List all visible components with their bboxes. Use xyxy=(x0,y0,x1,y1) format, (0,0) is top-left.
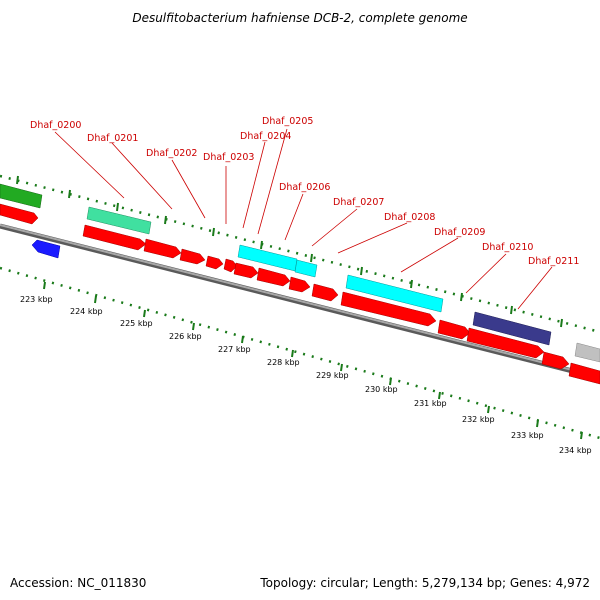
kbp-label: 223 kbp xyxy=(20,295,53,304)
cds-feature xyxy=(256,267,291,287)
cds-feature xyxy=(340,291,437,327)
gene-labels: Dhaf_0200 Dhaf_0201 Dhaf_0202 Dhaf_0203 … xyxy=(30,116,579,267)
kbp-label: 224 kbp xyxy=(70,307,103,316)
cds-feature xyxy=(223,258,238,273)
kbp-labels: 223 kbp 224 kbp 225 kbp 226 kbp 227 kbp … xyxy=(20,295,592,455)
kbp-label: 225 kbp xyxy=(120,319,153,328)
kbp-label: 231 kbp xyxy=(414,399,447,408)
kbp-label: 228 kbp xyxy=(267,358,300,367)
gene-label-dhaf-0203: Dhaf_0203 xyxy=(203,152,254,163)
kbp-label: 234 kbp xyxy=(559,446,592,455)
cds-feature xyxy=(179,248,206,265)
feature-trna xyxy=(345,274,444,313)
gene-label-dhaf-0204: Dhaf_0204 xyxy=(240,131,291,142)
feature-gray xyxy=(574,342,600,363)
gene-label-dhaf-0209: Dhaf_0209 xyxy=(434,227,485,238)
cds-feature xyxy=(143,238,182,259)
cds-feature xyxy=(311,283,339,302)
map-title: Desulfitobacterium hafniense DCB-2, comp… xyxy=(132,11,467,25)
kbp-label: 227 kbp xyxy=(218,345,251,354)
cds-feature xyxy=(568,362,600,385)
cds-feature xyxy=(437,319,471,340)
kbp-label: 226 kbp xyxy=(169,332,202,341)
gene-label-dhaf-0201: Dhaf_0201 xyxy=(87,133,138,144)
outer-ring-ticks xyxy=(16,175,563,328)
cds-feature xyxy=(205,255,224,270)
gene-label-dhaf-0205: Dhaf_0205 xyxy=(262,116,313,127)
gene-label-dhaf-0200: Dhaf_0200 xyxy=(30,120,81,131)
feature-green xyxy=(0,183,43,209)
gene-label-dhaf-0202: Dhaf_0202 xyxy=(146,148,197,159)
genome-info-label: Topology: circular; Length: 5,279,134 bp… xyxy=(259,576,590,590)
cds-feature xyxy=(0,203,39,225)
inner-ring-ticks xyxy=(43,281,583,440)
gene-label-dhaf-0206: Dhaf_0206 xyxy=(279,182,330,193)
gene-label-dhaf-0211: Dhaf_0211 xyxy=(528,256,579,267)
kbp-label: 232 kbp xyxy=(462,415,495,424)
gene-features xyxy=(0,183,600,385)
feature-other xyxy=(472,311,552,346)
cds-feature xyxy=(541,351,570,370)
cds-feature xyxy=(82,224,147,251)
genome-backbone xyxy=(0,223,600,381)
cds-feature xyxy=(466,327,545,359)
accession-label: Accession: NC_011830 xyxy=(10,576,146,590)
cds-feature xyxy=(233,262,259,279)
feature-trna xyxy=(294,259,318,278)
label-leaders xyxy=(54,128,553,310)
gene-label-dhaf-0207: Dhaf_0207 xyxy=(333,197,384,208)
cds-feature xyxy=(288,276,311,293)
kbp-label: 230 kbp xyxy=(365,385,398,394)
feature-rrna xyxy=(86,206,152,235)
kbp-label: 229 kbp xyxy=(316,371,349,380)
kbp-label: 233 kbp xyxy=(511,431,544,440)
gene-label-dhaf-0210: Dhaf_0210 xyxy=(482,242,533,253)
feature-blue xyxy=(31,239,61,259)
gene-label-dhaf-0208: Dhaf_0208 xyxy=(384,212,435,223)
